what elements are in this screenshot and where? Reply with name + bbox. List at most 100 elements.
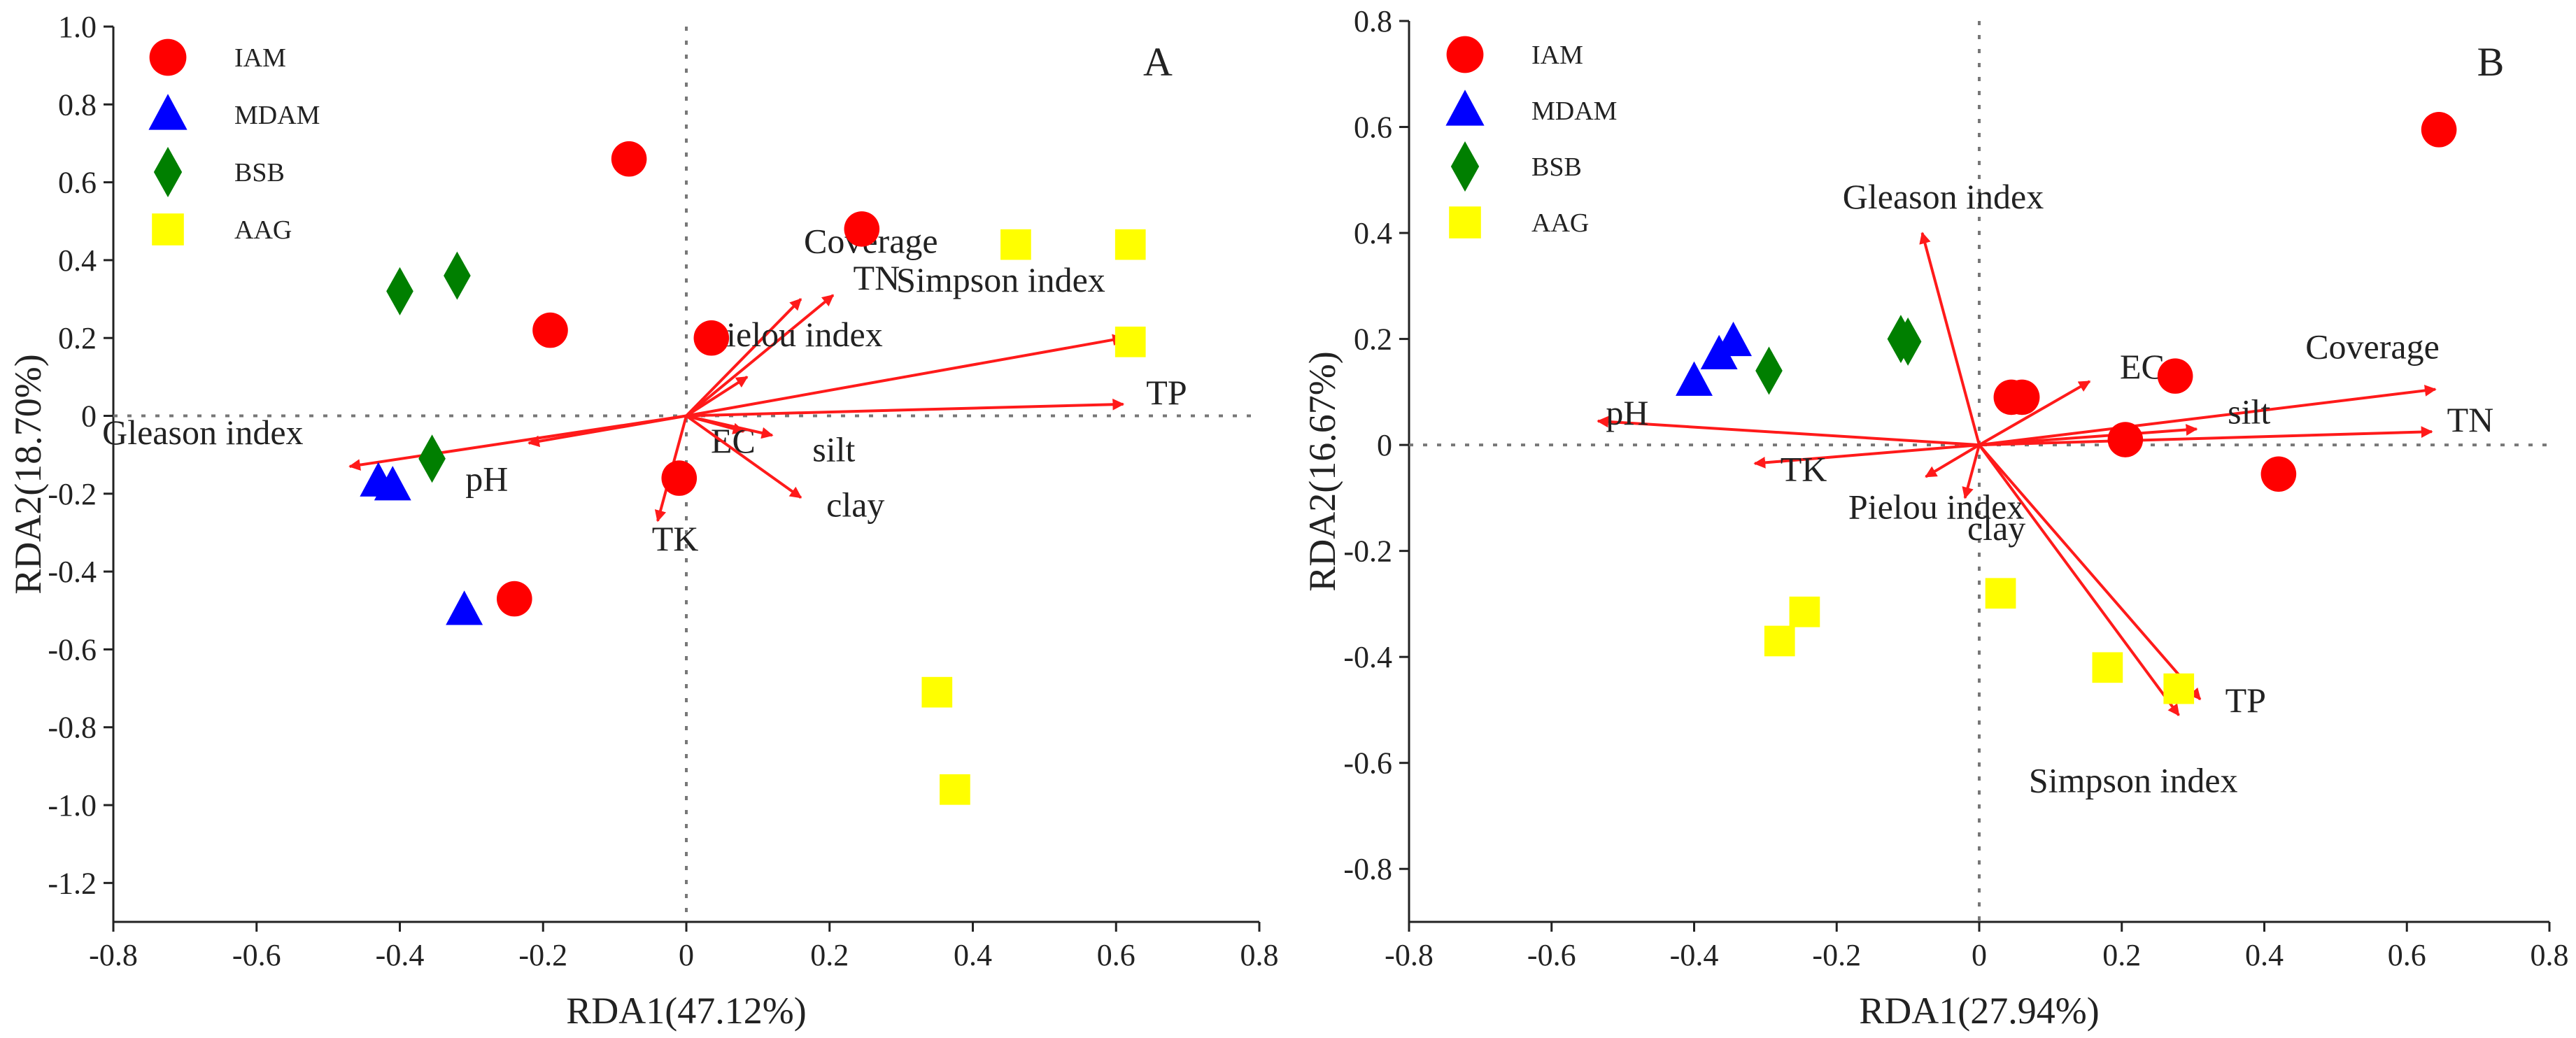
panel-b-vector-tp (1978, 443, 2202, 701)
panel-b-y-tick-label: 0.6 (1354, 111, 1392, 145)
panel-a-vector-tp (686, 398, 1125, 418)
panel-b-x-tick-label: 0 (1972, 938, 1987, 972)
panel-a-vector-clay (685, 414, 802, 499)
panel-b-legend-item-mdam: MDAM (1445, 90, 1617, 126)
panel-b-vector-silt (1979, 424, 2198, 447)
panel-b-point-aag (1789, 596, 1820, 627)
panel-b-point-iam (2004, 379, 2040, 415)
panel-a-x-tick-label: -0.2 (518, 938, 567, 972)
panel-a-x-tick-label: 0.4 (954, 938, 992, 972)
panel-a-legend-item-aag: AAG (152, 213, 292, 246)
panel-b-point-bsb (1755, 346, 1783, 395)
panel-a-x-axis-title: RDA1(47.12%) (566, 990, 806, 1032)
panel-a-vector-label-gleason-index: Gleason index (102, 413, 303, 452)
panel-a-point-mdam (446, 590, 483, 625)
panel-a-vector-label-silt: silt (812, 429, 855, 469)
panel-b-x-axis-title: RDA1(27.94%) (1859, 990, 2099, 1032)
panel-b-vector-tk (1753, 443, 1980, 469)
panel-b-y-tick-label: -0.4 (1343, 640, 1392, 674)
panel-b-vector-label-tk: TK (1781, 450, 1827, 489)
panel-a-x-tick-label: 0.2 (810, 938, 849, 972)
panel-a-point-aag (1114, 326, 1146, 357)
panel-a-point-iam (532, 312, 568, 348)
panel-b-point-aag (1985, 578, 2016, 609)
panel-b-vector-coverage (1979, 385, 2437, 447)
panel-b-vector-label-pielou-index: Pielou index (1848, 488, 2024, 527)
legend-aag-label: AAG (234, 215, 292, 245)
panel-b-point-iam (2157, 358, 2193, 394)
panel-b-letter: B (2477, 39, 2505, 85)
panel-b-y-tick-label: -0.2 (1343, 534, 1392, 569)
panel-b-vector-ph (1597, 415, 1980, 447)
panel-b-legend-item-aag: AAG (1449, 206, 1589, 239)
legend-aag-label: AAG (1531, 208, 1589, 238)
panel-a-y-tick-label: 0.8 (58, 87, 97, 122)
legend-iam-label: IAM (1531, 41, 1583, 70)
panel-a-y-tick-label: -0.6 (48, 632, 97, 667)
panel-b-vector-tn (1979, 426, 2433, 447)
panel-b-vector-label-tn: TN (2447, 400, 2494, 439)
panel-b-vector-simpson-index (1978, 443, 2180, 716)
panel-b-point-bsb (1894, 317, 1922, 366)
panel-b-vector-ec (1979, 380, 2091, 446)
panel-b-x-tick-label: 0.6 (2388, 938, 2426, 972)
legend-bsb-label: BSB (1531, 152, 1582, 182)
legend-mdam-label: MDAM (234, 101, 320, 130)
panel-b-vector-label-clay: clay (1967, 509, 2025, 548)
panel-a-vector-coverage (685, 298, 802, 417)
panel-b-vector-label-gleason-index: Gleason index (1843, 177, 2044, 216)
legend-aag-marker (152, 213, 184, 246)
panel-a-y-tick-label: 0.4 (58, 243, 97, 278)
panel-a-point-iam (844, 211, 880, 247)
panel-a-vector-label-tk: TK (652, 519, 699, 558)
panel-a-letter: A (1143, 39, 1173, 85)
panel-b-vector-label-ec: EC (2120, 347, 2165, 386)
panel-a-vector-tn (685, 294, 835, 418)
panel-b-x-tick-label: 0.4 (2245, 938, 2284, 972)
panel-b-point-aag (2092, 652, 2123, 683)
panel-b-point-iam (2260, 456, 2297, 492)
legend-mdam-marker (148, 94, 187, 130)
panel-a-x-tick-label: -0.8 (89, 938, 138, 972)
panel-a-point-mdam (374, 466, 411, 501)
legend-mdam-label: MDAM (1531, 97, 1617, 126)
panel-b-vector-gleason-index (1919, 232, 1981, 446)
panel-b-vector-clay (1962, 444, 1981, 499)
panel-a-vector-gleason-index (348, 414, 687, 471)
panel-a-point-bsb (418, 434, 446, 483)
panel-b-vector-label-coverage: Coverage (2305, 327, 2440, 367)
panel-b-x-tick-label: -0.6 (1527, 938, 1576, 972)
panel-b-y-tick-label: 0.2 (1354, 322, 1392, 357)
panel-b-x-tick-label: 0.8 (2531, 938, 2569, 972)
legend-bsb-marker (1450, 141, 1480, 192)
legend-iam-marker (149, 38, 187, 76)
legend-iam-marker (1446, 36, 1484, 73)
panel-a-vector-silt (686, 414, 774, 439)
panel-b-vector-label-silt: silt (2228, 392, 2270, 431)
panel-a-vector-label-pielou-index: Pielou index (707, 315, 882, 354)
panel-a-legend-item-iam: IAM (149, 38, 286, 76)
panel-a-x-tick-label: 0.8 (1240, 938, 1279, 972)
panel-a-x-tick-label: 0 (679, 938, 694, 972)
panel-b-legend-item-bsb: BSB (1450, 141, 1582, 192)
panel-a-point-iam (497, 581, 532, 617)
panel-b-legend-item-iam: IAM (1446, 36, 1583, 73)
panel-a-point-iam (611, 141, 647, 177)
panel-a-legend-item-mdam: MDAM (148, 94, 320, 130)
panel-b-y-tick-label: -0.6 (1343, 746, 1392, 781)
panel-b-y-tick-label: -0.8 (1343, 852, 1392, 886)
panel-a-point-bsb (444, 251, 471, 300)
panel-a-vector-label-clay: clay (826, 485, 884, 524)
panel-a-point-aag (921, 676, 953, 708)
panel-b-y-tick-label: 0.4 (1354, 216, 1392, 250)
panel-a-point-iam (661, 460, 698, 496)
panel-a-point-aag (1000, 229, 1031, 260)
panel-a-y-tick-label: -1.0 (48, 788, 97, 823)
panel-a-y-tick-label: 0.2 (58, 321, 97, 355)
panel-b-point-aag (2163, 673, 2195, 704)
panel-a-x-tick-label: -0.6 (232, 938, 281, 972)
panel-a-x-tick-label: -0.4 (376, 938, 425, 972)
panel-b-x-tick-label: -0.8 (1385, 938, 1434, 972)
